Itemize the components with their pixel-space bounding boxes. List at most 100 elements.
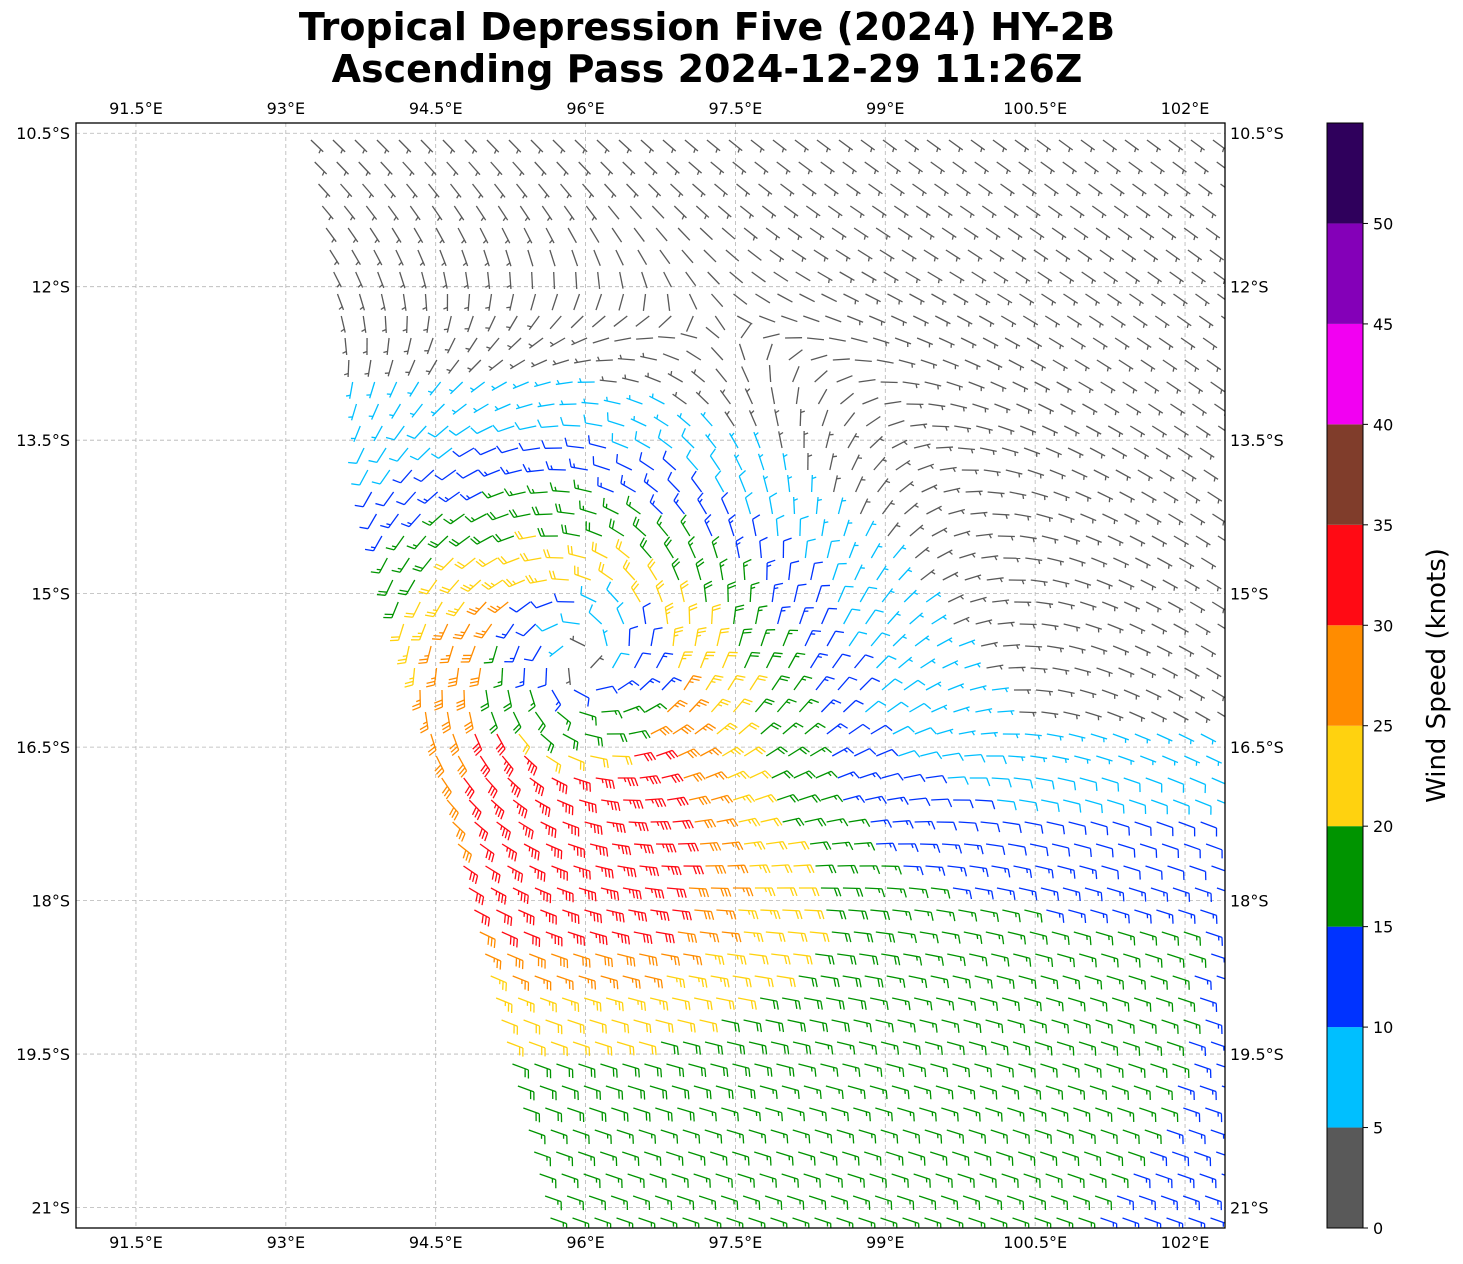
wind-barb: [573, 479, 592, 493]
wind-barb: [435, 227, 445, 244]
wind-barb: [380, 293, 386, 311]
wind-barb: [1034, 1129, 1052, 1144]
wind-barb: [560, 613, 580, 625]
wind-barb: [490, 799, 505, 820]
wind-barb: [1129, 535, 1146, 547]
wind-barb: [1188, 381, 1204, 394]
wind-barb: [699, 747, 723, 757]
wind-barb: [974, 1151, 992, 1166]
wind-barb: [522, 463, 544, 473]
wind-barb: [621, 374, 639, 383]
wind-barb: [567, 545, 586, 559]
wind-barb: [1007, 1019, 1026, 1034]
wind-barb: [778, 431, 784, 449]
wind-barb: [732, 698, 753, 713]
wind-barb: [1107, 293, 1122, 306]
wind-barb: [539, 1085, 557, 1101]
wind-barb: [736, 315, 753, 325]
wind-barb: [1001, 997, 1020, 1012]
wind-barb: [782, 722, 804, 735]
wind-barb: [574, 358, 591, 364]
wind-barb: [853, 1019, 872, 1033]
wind-barb: [571, 249, 579, 267]
wind-barb: [527, 315, 540, 331]
wind-barb: [799, 515, 809, 537]
wind-barb: [1141, 491, 1157, 503]
wind-barb: [676, 1195, 695, 1210]
wind-barb: [1030, 755, 1048, 763]
wind-barb: [464, 513, 487, 523]
wind-barb: [686, 350, 702, 361]
wind-barb: [1012, 1129, 1030, 1144]
wind-barb: [842, 161, 857, 175]
wind-barb: [595, 777, 615, 790]
wind-barb: [958, 639, 976, 647]
wind-barb: [1014, 513, 1032, 521]
wind-barb: [759, 1173, 777, 1188]
wind-barb: [1134, 821, 1152, 836]
wind-barb: [544, 1195, 562, 1211]
wind-barb: [517, 997, 535, 1013]
wind-barb: [1151, 425, 1167, 438]
wind-barb: [694, 627, 707, 647]
wind-barb: [1124, 139, 1140, 153]
wind-barb: [376, 579, 394, 596]
wind-barb: [892, 820, 914, 829]
wind-barb: [912, 315, 929, 327]
wind-barb: [1099, 249, 1115, 263]
wind-barb: [937, 205, 953, 218]
wind-barb: [968, 1041, 987, 1056]
wind-barb: [1037, 271, 1053, 284]
wind-barb: [991, 687, 1009, 693]
wind-barb: [831, 1107, 849, 1122]
wind-barb: [757, 453, 765, 471]
wind-barb: [385, 425, 405, 441]
wind-barb: [768, 492, 778, 515]
wind-barb: [639, 775, 662, 785]
wind-barb: [446, 359, 460, 374]
wind-barb: [967, 249, 983, 262]
wind-barb: [492, 424, 515, 433]
wind-barb: [923, 249, 939, 262]
lon-tick-bottom-1: 93°E: [267, 1233, 305, 1252]
wind-barb: [1190, 513, 1206, 526]
wind-barb: [574, 139, 588, 154]
wind-barb: [1128, 799, 1147, 814]
wind-barb: [741, 366, 750, 383]
wind-barb: [902, 381, 920, 389]
wind-barb: [1095, 227, 1111, 241]
wind-barb: [754, 887, 776, 897]
wind-barb: [831, 841, 854, 851]
wind-barb: [847, 1085, 866, 1100]
wind-barb: [441, 711, 452, 734]
wind-barb: [566, 1195, 584, 1211]
wind-barb: [777, 293, 793, 303]
wind-barb: [904, 139, 920, 153]
wind-barb: [649, 1085, 668, 1100]
wind-barb: [642, 602, 651, 625]
wind-barb: [953, 530, 971, 537]
wind-barb: [1013, 953, 1032, 967]
wind-barb: [726, 1041, 746, 1055]
wind-barb: [495, 733, 506, 756]
wind-barb: [852, 1195, 871, 1210]
wind-barb: [501, 227, 511, 244]
wind-barb: [831, 931, 852, 943]
wind-barb: [1117, 1107, 1135, 1122]
wind-barb: [743, 1107, 761, 1122]
wind-barb: [539, 1173, 557, 1189]
wind-barb: [1122, 1041, 1141, 1056]
wind-barb: [512, 1063, 530, 1079]
wind-barb: [540, 733, 555, 754]
wind-barb: [942, 359, 959, 370]
wind-barb: [529, 777, 545, 797]
wind-barb: [776, 161, 791, 175]
wind-barb: [1151, 711, 1167, 723]
wind-barb: [807, 337, 825, 341]
wind-barb: [404, 601, 421, 618]
wind-barb: [555, 1151, 574, 1167]
wind-barb: [456, 689, 466, 711]
wind-barb: [405, 359, 416, 376]
wind-barb: [765, 931, 786, 942]
wind-barb: [1025, 557, 1043, 565]
